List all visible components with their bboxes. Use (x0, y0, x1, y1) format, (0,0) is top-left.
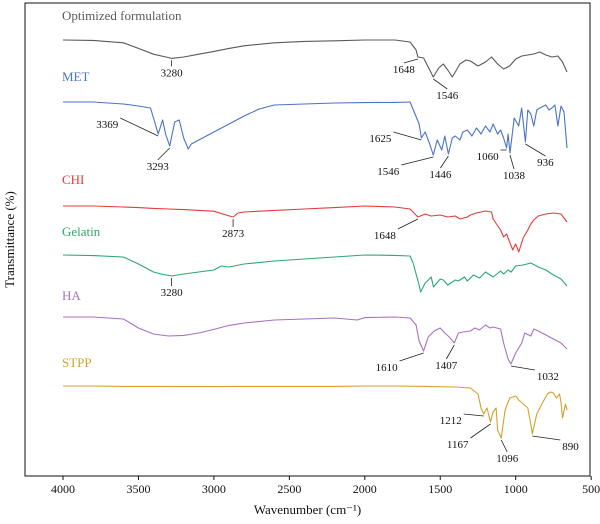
peak-label: 3369 (96, 119, 119, 131)
peak-label: 2873 (222, 228, 245, 240)
annotation-leader (500, 439, 508, 453)
x-tick-label: 2000 (353, 482, 377, 496)
annotation-leader (463, 413, 484, 417)
peak-label: 1546 (377, 166, 400, 178)
annotation-leader (120, 117, 159, 137)
series-line-optimized-formulation (62, 39, 568, 78)
annotation-leader (525, 143, 546, 157)
peak-label: 1648 (374, 230, 397, 242)
series-label-stpp: STPP (62, 355, 92, 370)
peak-label: 1032 (537, 371, 559, 383)
series-layer: Optimized formulation MET CHI Gelatin HA STPP (62, 8, 568, 439)
series-label-chi: CHI (62, 172, 84, 187)
peak-label: 1625 (369, 133, 392, 145)
series-line-met (63, 101, 568, 156)
x-tick-label: 500 (582, 482, 600, 496)
plot-area (24, 2, 591, 477)
annotation-leader (403, 58, 419, 64)
peak-label: 1167 (447, 439, 469, 451)
peak-label: 1038 (503, 170, 526, 182)
annotation-leader (532, 435, 561, 441)
x-axis: 4000 3500 3000 2500 2000 1500 1000 500 (51, 476, 600, 496)
annotation-leader (470, 423, 491, 439)
peak-label: 1648 (393, 64, 416, 76)
peak-label: 1060 (477, 151, 500, 163)
annotation-leader (401, 156, 434, 166)
annotation-layer: 3280 1648 1546 3369 3293 1625 1546 1446 10601038… (96, 58, 579, 465)
series-line-ha (63, 316, 568, 365)
peak-label: 3280 (161, 287, 184, 299)
x-tick-label: 1000 (504, 482, 528, 496)
x-tick-label: 1500 (428, 482, 452, 496)
series-label-gelatin: Gelatin (62, 224, 101, 239)
annotation-leader (445, 344, 455, 360)
x-tick-label: 3500 (126, 482, 150, 496)
annotation-leader (393, 131, 422, 141)
peak-label: 3280 (161, 67, 184, 79)
x-tick-label: 2500 (277, 482, 301, 496)
annotation-leader (157, 147, 170, 161)
peak-label: 890 (562, 441, 579, 453)
series-label-optimized-formulation: Optimized formulation (62, 8, 182, 23)
annotation-leader (397, 218, 419, 230)
peak-label: 1212 (440, 415, 462, 427)
y-axis-label: Transmittance (%) (2, 191, 17, 288)
annotation-leader (509, 154, 515, 170)
annotation-leader (433, 78, 448, 90)
peak-label: 3293 (147, 161, 170, 173)
x-tick-label: 3000 (202, 482, 226, 496)
peak-label: 1546 (436, 90, 459, 102)
annotation-leader (399, 352, 424, 362)
x-tick-label: 4000 (51, 482, 75, 496)
x-axis-label: Wavenumber (cm⁻¹) (254, 502, 362, 517)
series-line-chi (63, 205, 568, 253)
peak-label: 1096 (496, 453, 519, 465)
peak-label: 1446 (429, 169, 452, 181)
peak-label: 1610 (376, 362, 399, 374)
series-line-gelatin (62, 254, 568, 293)
series-line-stpp (63, 385, 568, 439)
annotation-leader (510, 365, 535, 371)
peak-label: 936 (537, 157, 554, 169)
series-label-met: MET (62, 69, 90, 84)
series-label-ha: HA (62, 288, 81, 303)
annotation-leader (440, 155, 449, 169)
peak-label: 1407 (435, 360, 458, 372)
